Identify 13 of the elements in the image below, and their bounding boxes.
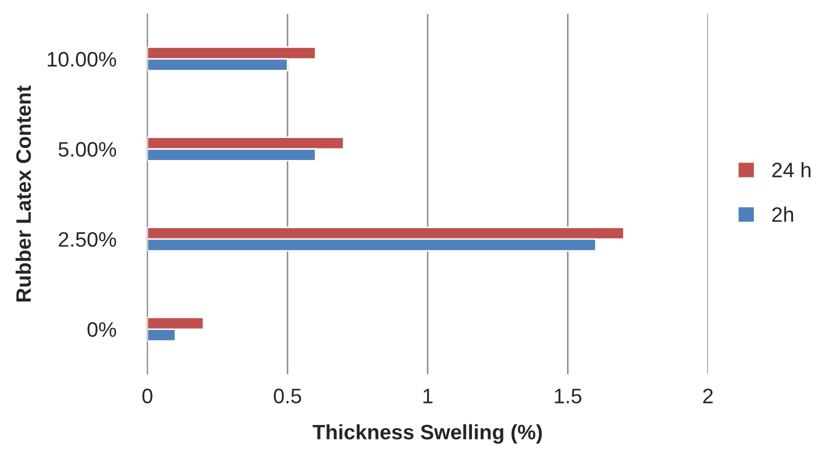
- y-tick-label: 10.00%: [48, 52, 116, 67]
- x-tick-label: 1: [423, 388, 432, 404]
- x-tick-label: 0: [142, 388, 152, 404]
- x-tick-label: 1.5: [554, 388, 582, 404]
- y-tick-label: 5.00%: [58, 142, 116, 157]
- legend-label: 2h: [772, 206, 794, 222]
- y-axis-title: Rubber Latex Content: [16, 85, 31, 302]
- x-tick-label: 0.5: [274, 388, 302, 404]
- x-tick-label: 2: [703, 388, 713, 404]
- y-tick-label: 2.50%: [58, 232, 116, 247]
- legend-label: 24 h: [772, 162, 810, 178]
- x-axis-title: Thickness Swelling (%): [312, 424, 542, 444]
- y-tick-label: 0%: [88, 322, 116, 337]
